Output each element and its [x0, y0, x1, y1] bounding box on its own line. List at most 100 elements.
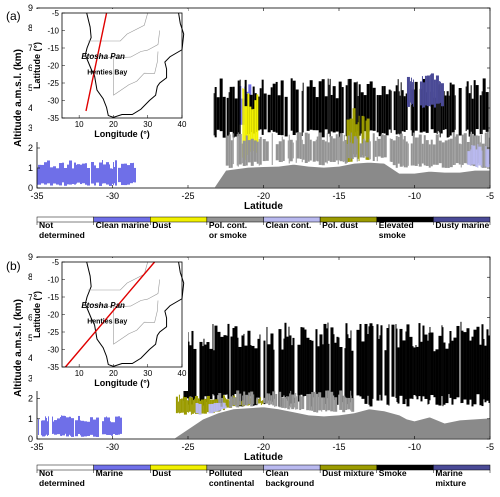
- curtain-strip: [236, 390, 240, 408]
- curtain-strip: [463, 133, 467, 164]
- legend-label-line: Not: [39, 220, 53, 230]
- curtain-strip: [358, 84, 361, 136]
- curtain-strip: [405, 141, 408, 168]
- curtain-strip: [390, 90, 392, 133]
- x-tick-label: -5: [486, 191, 494, 201]
- flight-track: [85, 12, 108, 112]
- curtain-strip: [187, 400, 189, 413]
- curtain-strip: [347, 135, 350, 159]
- curtain-strip: [389, 138, 391, 162]
- curtain-strip: [260, 400, 262, 406]
- curtain-strip: [437, 89, 439, 131]
- curtain-strip: [385, 94, 389, 136]
- curtain-strip: [328, 343, 330, 403]
- curtain-strip: [52, 416, 53, 434]
- curtain-strip: [348, 78, 352, 132]
- curtain-strip: [439, 84, 441, 138]
- curtain-strip: [229, 396, 233, 408]
- inset-x-tick-label: 30: [143, 369, 152, 378]
- curtain-strip: [410, 77, 412, 105]
- curtain-strip: [253, 108, 255, 151]
- curtain-strip: [237, 80, 240, 137]
- curtain-strip: [330, 391, 334, 412]
- curtain-strip: [330, 327, 334, 396]
- legend: Not determined Clean marine Dust Pol. cont. o…: [36, 216, 491, 240]
- curtain-strip: [319, 334, 323, 398]
- curtain-strip: [471, 98, 474, 134]
- curtain-strip: [64, 167, 67, 186]
- curtain-strip: [267, 94, 271, 133]
- curtain-strip: [245, 394, 249, 406]
- curtain-strip: [120, 417, 122, 434]
- curtain-strip: [357, 96, 359, 131]
- curtain-strip: [376, 324, 379, 401]
- curtain-strip: [433, 351, 436, 398]
- curtain-strip: [270, 395, 273, 405]
- curtain-strip: [59, 163, 62, 186]
- aerosol-layer-dusty-marine: [406, 73, 444, 108]
- curtain-strip: [110, 421, 111, 435]
- curtain-strip: [118, 416, 120, 435]
- curtain-strip: [224, 397, 226, 408]
- curtain-strip: [479, 95, 482, 135]
- curtain-strip: [277, 95, 281, 135]
- curtain-strip: [233, 397, 236, 406]
- curtain-strip: [430, 332, 434, 395]
- curtain-strip: [402, 340, 406, 405]
- curtain-strip: [215, 402, 219, 412]
- curtain-strip: [313, 391, 317, 413]
- curtain-strip: [263, 93, 267, 130]
- curtain-strip: [362, 138, 365, 158]
- curtain-strip: [465, 86, 467, 132]
- y-axis-label: Altitude a.m.s.l. (km): [13, 49, 24, 147]
- curtain-strip: [209, 348, 213, 400]
- y-tick-label: 0: [28, 434, 33, 444]
- inset-map: -5 -10 -15 -20 -25 -30 -35 10 20 30 40 Longitude (°…: [32, 258, 188, 391]
- curtain-strip: [238, 133, 242, 165]
- curtain-strip: [243, 88, 245, 154]
- curtain-strip: [412, 132, 415, 166]
- curtain-strip: [440, 83, 444, 107]
- curtain-strip: [338, 337, 340, 395]
- curtain-strip: [449, 138, 453, 168]
- curtain-strip: [397, 136, 400, 164]
- legend-label-line: determined: [39, 230, 85, 240]
- curtain-strip: [218, 403, 221, 411]
- curtain-strip: [109, 164, 110, 186]
- curtain-strip: [478, 146, 482, 166]
- curtain-strip: [451, 340, 454, 405]
- curtain-strip: [466, 328, 470, 405]
- curtain-strip: [444, 95, 447, 130]
- inset-y-tick-label: -35: [47, 363, 59, 372]
- curtain-strip: [350, 132, 352, 159]
- curtain-strip: [324, 141, 327, 163]
- curtain-strip: [473, 80, 476, 137]
- curtain-strip: [376, 95, 379, 133]
- curtain-strip: [247, 330, 251, 397]
- x-tick-label: -25: [181, 442, 194, 452]
- curtain-strip: [438, 81, 440, 104]
- curtain-strip: [346, 144, 348, 163]
- legend-swatch: [433, 464, 491, 471]
- terrain-surface: [37, 406, 490, 439]
- curtain-strip: [275, 81, 278, 133]
- curtain-strip: [432, 144, 436, 165]
- inset-y-tick-label: -5: [52, 9, 60, 18]
- curtain-strip: [183, 397, 187, 415]
- curtain-strip: [326, 328, 328, 399]
- curtain-strip: [348, 338, 351, 403]
- curtain-strip: [295, 140, 297, 163]
- curtain-strip: [216, 97, 220, 130]
- curtain-strip: [115, 160, 117, 186]
- curtain-strip: [290, 390, 292, 408]
- inset-y-tick-label: -15: [47, 44, 59, 53]
- curtain-strip: [361, 115, 364, 156]
- curtain-strip: [70, 416, 71, 436]
- inset-label-henties: Henties Bay: [87, 318, 127, 325]
- curtain-strip: [53, 166, 56, 184]
- curtain-strip: [486, 132, 489, 166]
- curtain-strip: [270, 333, 274, 402]
- inset-y-tick-label: -10: [47, 276, 59, 285]
- curtain-strip: [222, 96, 226, 138]
- curtain-strip: [250, 345, 252, 397]
